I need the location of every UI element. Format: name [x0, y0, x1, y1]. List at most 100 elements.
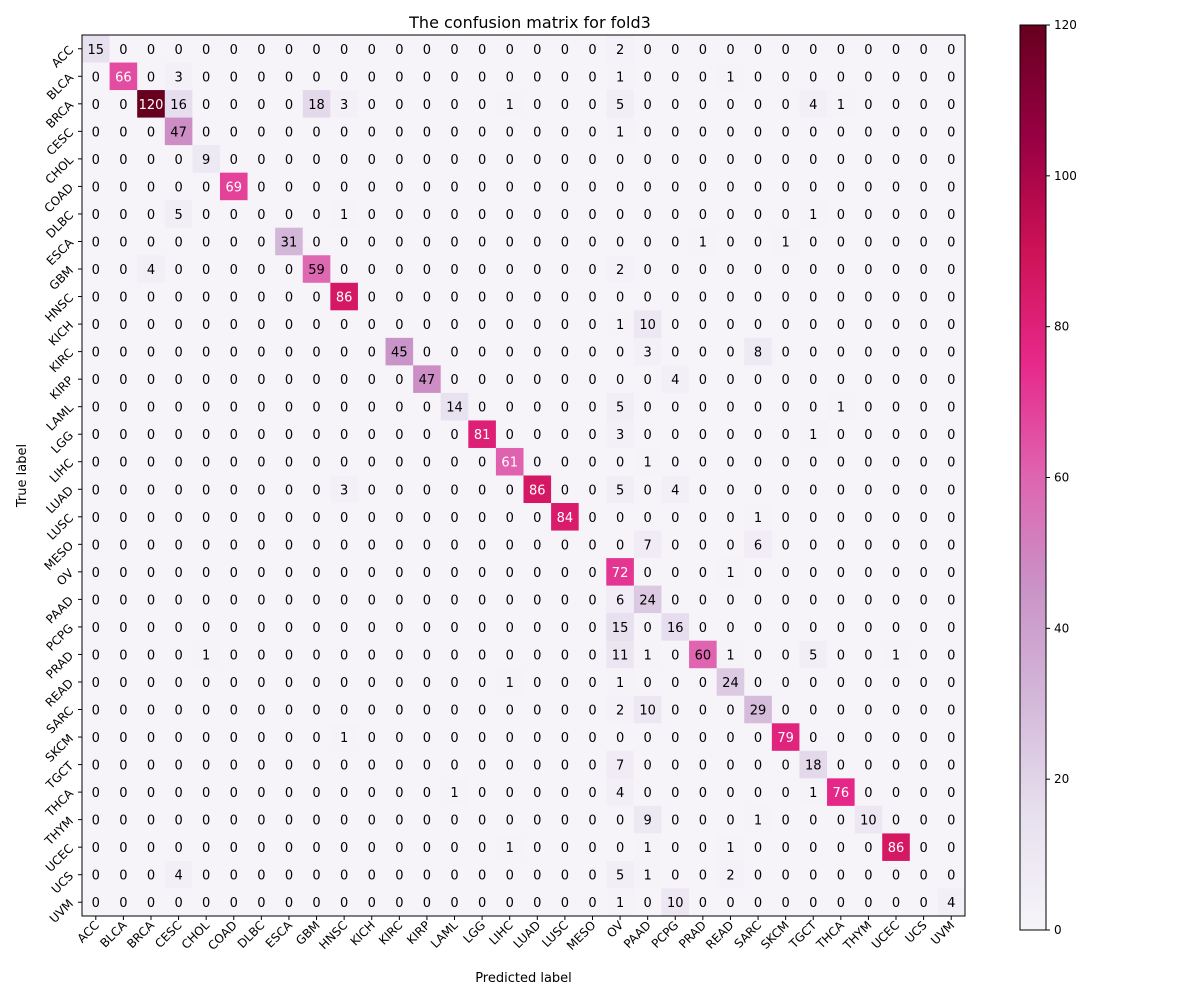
cell-value-label: 0 — [616, 235, 624, 250]
cell-value-label: 0 — [671, 291, 679, 306]
heatmap-cell — [633, 668, 662, 697]
heatmap-cell — [468, 337, 497, 366]
heatmap-cell — [357, 337, 386, 366]
cell-value-label: 0 — [119, 621, 127, 636]
cell-value-label: 0 — [92, 401, 100, 416]
heatmap-cell — [744, 90, 773, 118]
cell-value-label: 0 — [864, 841, 872, 856]
cell-value-label: 0 — [119, 235, 127, 250]
cell-value-label: 0 — [561, 841, 569, 856]
cell-value-label: 0 — [285, 593, 293, 608]
heatmap-cell — [219, 310, 248, 339]
heatmap-cell — [247, 62, 276, 91]
cell-value-label: 0 — [147, 786, 155, 801]
cell-value-label: 0 — [754, 208, 762, 223]
cell-value-label: 0 — [92, 869, 100, 884]
heatmap-cell — [275, 503, 304, 531]
cell-value-label: 0 — [450, 208, 458, 223]
heatmap-cell — [468, 310, 497, 339]
heatmap-cell — [799, 668, 828, 697]
heatmap-cell — [661, 750, 690, 779]
x-tick-label: CHOL — [179, 918, 213, 952]
cell-value-label: 0 — [92, 180, 100, 195]
cell-value-label: 0 — [92, 648, 100, 663]
heatmap-cell — [440, 117, 469, 146]
cell-value-label: 0 — [726, 759, 734, 774]
heatmap-cell — [689, 255, 718, 284]
cell-value-label: 0 — [506, 621, 514, 636]
heatmap-cell — [744, 35, 773, 63]
cell-value-label: 0 — [423, 291, 431, 306]
y-axis-label: True label — [15, 444, 30, 508]
y-tick-label: ACC — [49, 43, 76, 70]
heatmap-cell — [302, 640, 331, 669]
cell-value-label: 0 — [423, 98, 431, 113]
cell-value-label: 0 — [506, 896, 514, 911]
heatmap-cell — [82, 337, 110, 366]
cell-value-label: 0 — [174, 153, 182, 168]
cell-value-label: 0 — [506, 180, 514, 195]
heatmap-cell — [385, 805, 414, 834]
heatmap-cell — [192, 337, 221, 366]
heatmap-cell — [495, 145, 524, 174]
cell-value-label: 1 — [506, 98, 514, 113]
heatmap-cell — [330, 447, 359, 476]
heatmap-cell — [744, 200, 773, 229]
cell-value-label: 0 — [257, 70, 265, 85]
y-tick-label: READ — [43, 676, 76, 709]
heatmap-cell — [523, 640, 552, 669]
heatmap-cell — [164, 282, 193, 311]
heatmap-cell — [606, 227, 635, 256]
heatmap-cell — [551, 310, 580, 339]
heatmap-cell — [275, 420, 304, 449]
heatmap-cell — [551, 530, 580, 559]
heatmap-cell — [661, 833, 690, 862]
heatmap-cell — [219, 860, 248, 889]
heatmap-cell — [109, 420, 138, 449]
cell-value-label: 0 — [644, 896, 652, 911]
cell-value-label: 18 — [308, 98, 325, 113]
heatmap-cell — [606, 90, 635, 118]
heatmap-cell — [799, 805, 828, 834]
cell-value-label: 0 — [837, 373, 845, 388]
heatmap-cell — [495, 117, 524, 146]
heatmap-cell — [909, 585, 938, 614]
cell-value-label: 0 — [561, 291, 569, 306]
cell-value-label: 0 — [340, 511, 348, 526]
heatmap-cell — [937, 475, 966, 504]
heatmap-cell — [744, 558, 773, 587]
cell-value-label: 0 — [202, 318, 210, 333]
heatmap-cell — [302, 447, 331, 476]
cell-value-label: 10 — [860, 814, 877, 829]
cell-value-label: 0 — [202, 566, 210, 581]
colorbar-tick-label: 20 — [1054, 772, 1069, 786]
heatmap-cell — [799, 558, 828, 587]
heatmap-cell — [799, 420, 828, 449]
cell-value-label: 0 — [257, 456, 265, 471]
cell-value-label: 0 — [533, 841, 541, 856]
cell-value-label: 1 — [644, 456, 652, 471]
cell-value-label: 0 — [312, 731, 320, 746]
heatmap-cell — [82, 723, 110, 752]
heatmap-cell — [578, 695, 607, 724]
cell-value-label: 0 — [478, 483, 486, 498]
heatmap-cell — [578, 200, 607, 229]
cell-value-label: 0 — [230, 841, 238, 856]
heatmap-cell — [771, 392, 800, 421]
heatmap-cell — [109, 227, 138, 256]
cell-value-label: 0 — [119, 180, 127, 195]
cell-value-label: 0 — [340, 180, 348, 195]
cell-value-label: 0 — [561, 869, 569, 884]
cell-value-label: 0 — [782, 125, 790, 140]
heatmap-cell — [606, 117, 635, 146]
heatmap-cell — [827, 723, 856, 752]
heatmap-cell — [606, 282, 635, 311]
cell-value-label: 0 — [919, 373, 927, 388]
cell-value-label: 0 — [312, 456, 320, 471]
heatmap-cell — [827, 172, 856, 201]
cell-value-label: 0 — [230, 125, 238, 140]
heatmap-cell — [247, 337, 276, 366]
colorbar-tick-label: 60 — [1054, 471, 1069, 485]
heatmap-cell — [219, 227, 248, 256]
x-tick-label: UVM — [928, 918, 957, 947]
